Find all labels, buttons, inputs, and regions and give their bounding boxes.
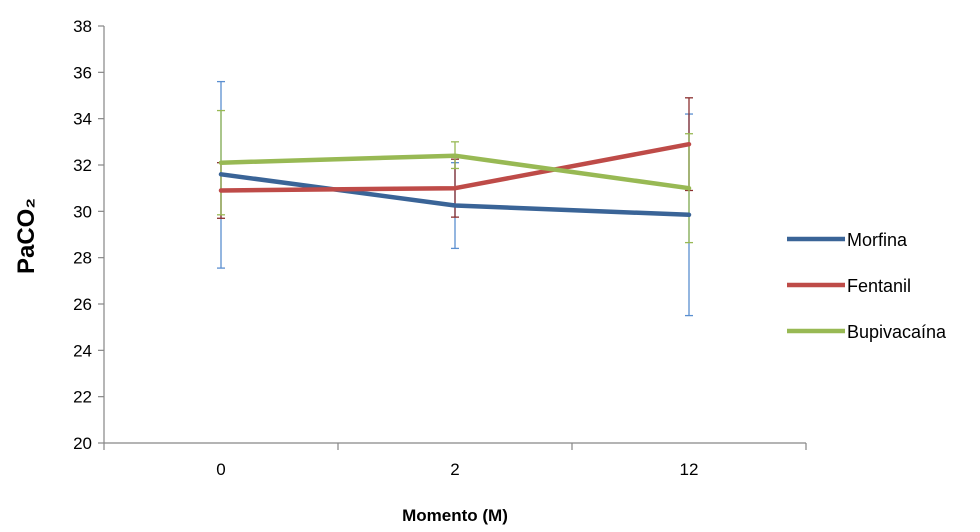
legend-label: Fentanil: [847, 276, 911, 296]
y-tick-label: 26: [73, 295, 92, 314]
y-tick-label: 38: [73, 17, 92, 36]
x-axis-ticks: 0 2 12: [103, 443, 807, 479]
y-tick-label: 24: [73, 341, 92, 360]
y-tick-label: 32: [73, 156, 92, 175]
x-tick-label: 0: [216, 460, 225, 479]
legend-item: Bupivacaína: [787, 322, 947, 342]
axes: [103, 26, 806, 444]
y-tick-label: 22: [73, 388, 92, 407]
series-line: [218, 141, 692, 193]
y-axis-ticks: 20 22 24 26 28 30 32 34 36 38: [73, 17, 104, 453]
x-tick-label: 12: [680, 460, 699, 479]
series-lines: [218, 141, 692, 218]
y-tick-label: 30: [73, 202, 92, 221]
y-axis-label: PaCO₂: [13, 198, 40, 274]
y-tick-label: 20: [73, 434, 92, 453]
series-line: [218, 153, 692, 191]
x-tick-label: 2: [450, 460, 459, 479]
legend-item: Fentanil: [787, 276, 911, 296]
y-tick-label: 36: [73, 63, 92, 82]
error-bars: [217, 80, 693, 317]
legend-label: Bupivacaína: [847, 322, 947, 342]
y-tick-label: 34: [73, 110, 92, 129]
series-line: [218, 172, 692, 218]
x-axis-label: Momento (M): [402, 506, 508, 525]
legend-item: Morfina: [787, 230, 908, 250]
y-tick-label: 28: [73, 249, 92, 268]
legend: Morfina Fentanil Bupivacaína: [787, 230, 947, 342]
legend-label: Morfina: [847, 230, 908, 250]
